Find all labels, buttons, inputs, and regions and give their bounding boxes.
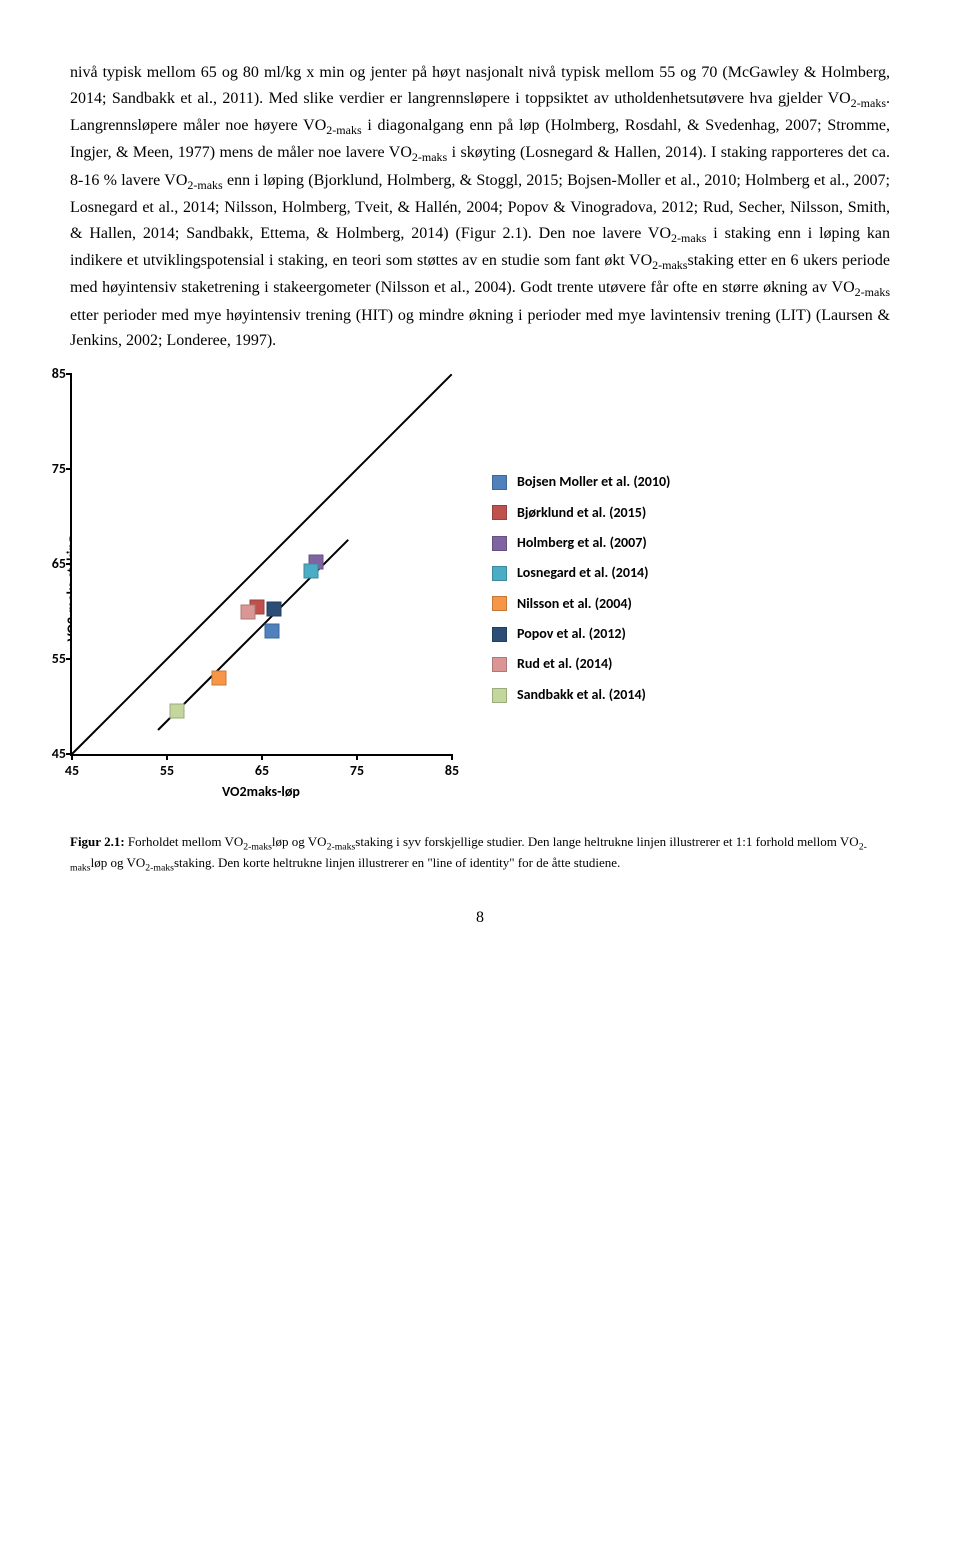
figure-caption: Figur 2.1: Forholdet mellom VO2-maksløp … (70, 833, 890, 875)
chart-marker (169, 704, 184, 719)
legend-swatch (492, 475, 507, 490)
legend-swatch (492, 627, 507, 642)
legend-label: Losnegard et al. (2014) (517, 562, 649, 584)
legend-label: Popov et al. (2012) (517, 623, 626, 645)
legend-item: Holmberg et al. (2007) (492, 532, 670, 554)
chart-marker (212, 671, 227, 686)
legend-item: Bjørklund et al. (2015) (492, 502, 670, 524)
x-axis-label: VO2maks-løp (70, 781, 452, 803)
legend-swatch (492, 505, 507, 520)
chart-marker (267, 601, 282, 616)
legend-label: Nilsson et al. (2004) (517, 593, 632, 615)
legend-label: Rud et al. (2014) (517, 653, 612, 675)
legend-swatch (492, 596, 507, 611)
legend-swatch (492, 657, 507, 672)
chart-marker (304, 563, 319, 578)
chart-line (71, 373, 452, 754)
legend-swatch (492, 536, 507, 551)
legend-label: Sandbakk et al. (2014) (517, 684, 646, 706)
scatter-chart: VO2-maks-staking 45556575854555657585 VO… (70, 374, 452, 803)
figure-caption-text: Forholdet mellom VO2-maksløp og VO2-maks… (70, 834, 867, 870)
figure-label: Figur 2.1: (70, 834, 125, 849)
legend-item: Popov et al. (2012) (492, 623, 670, 645)
legend-item: Bojsen Moller et al. (2010) (492, 471, 670, 493)
chart-marker (240, 604, 255, 619)
page-number: 8 (70, 905, 890, 931)
legend-item: Nilsson et al. (2004) (492, 593, 670, 615)
body-paragraph: nivå typisk mellom 65 og 80 ml/kg x min … (70, 60, 890, 354)
legend-label: Bjørklund et al. (2015) (517, 502, 646, 524)
legend-swatch (492, 566, 507, 581)
legend-item: Sandbakk et al. (2014) (492, 684, 670, 706)
legend-item: Rud et al. (2014) (492, 653, 670, 675)
legend-item: Losnegard et al. (2014) (492, 562, 670, 584)
plot-area: 45556575854555657585 (70, 374, 452, 756)
legend-label: Bojsen Moller et al. (2010) (517, 471, 670, 493)
figure-2-1: VO2-maks-staking 45556575854555657585 VO… (70, 374, 890, 803)
chart-marker (264, 623, 279, 638)
legend-swatch (492, 688, 507, 703)
legend-label: Holmberg et al. (2007) (517, 532, 647, 554)
chart-legend: Bojsen Moller et al. (2010) Bjørklund et … (492, 463, 670, 714)
